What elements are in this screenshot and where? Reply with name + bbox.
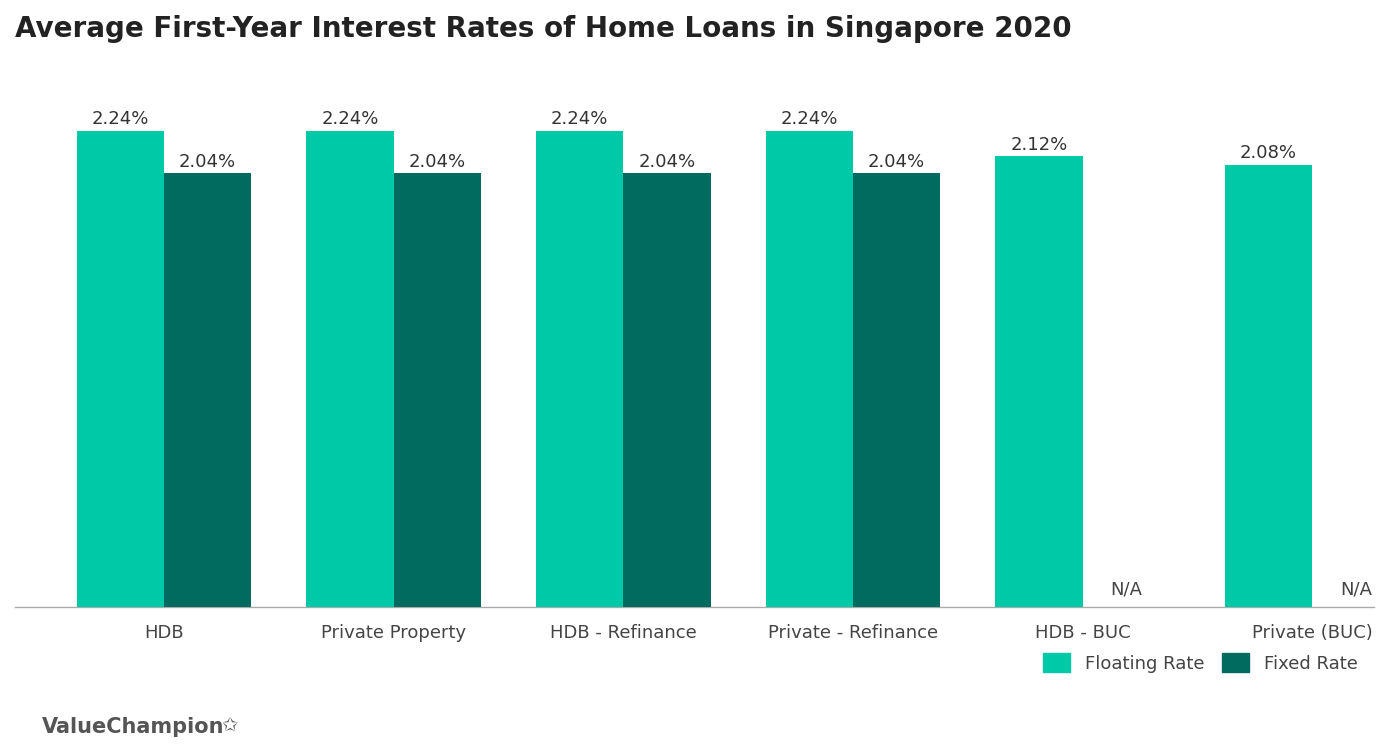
Text: 2.24%: 2.24% — [781, 110, 839, 128]
Text: 2.08%: 2.08% — [1240, 144, 1296, 162]
Text: 2.24%: 2.24% — [92, 110, 148, 128]
Text: 2.12%: 2.12% — [1011, 135, 1068, 154]
Text: Average First-Year Interest Rates of Home Loans in Singapore 2020: Average First-Year Interest Rates of Hom… — [15, 15, 1071, 43]
Bar — [77, 131, 164, 607]
Text: ValueChampion: ValueChampion — [42, 716, 224, 737]
Text: 2.04%: 2.04% — [638, 153, 696, 171]
Text: ✩: ✩ — [221, 716, 238, 735]
Text: 2.24%: 2.24% — [552, 110, 609, 128]
Text: 2.24%: 2.24% — [322, 110, 379, 128]
Bar — [307, 131, 393, 607]
Text: N/A: N/A — [1340, 581, 1372, 599]
Bar — [995, 156, 1082, 607]
Bar — [623, 173, 711, 607]
Text: 2.04%: 2.04% — [179, 153, 237, 171]
Bar — [1225, 165, 1312, 607]
Text: 2.04%: 2.04% — [868, 153, 925, 171]
Bar — [853, 173, 941, 607]
Text: 2.04%: 2.04% — [409, 153, 466, 171]
Bar — [766, 131, 853, 607]
Text: N/A: N/A — [1110, 581, 1142, 599]
Bar — [164, 173, 251, 607]
Bar — [536, 131, 623, 607]
Legend: Floating Rate, Fixed Rate: Floating Rate, Fixed Rate — [1036, 646, 1365, 680]
Bar — [393, 173, 482, 607]
